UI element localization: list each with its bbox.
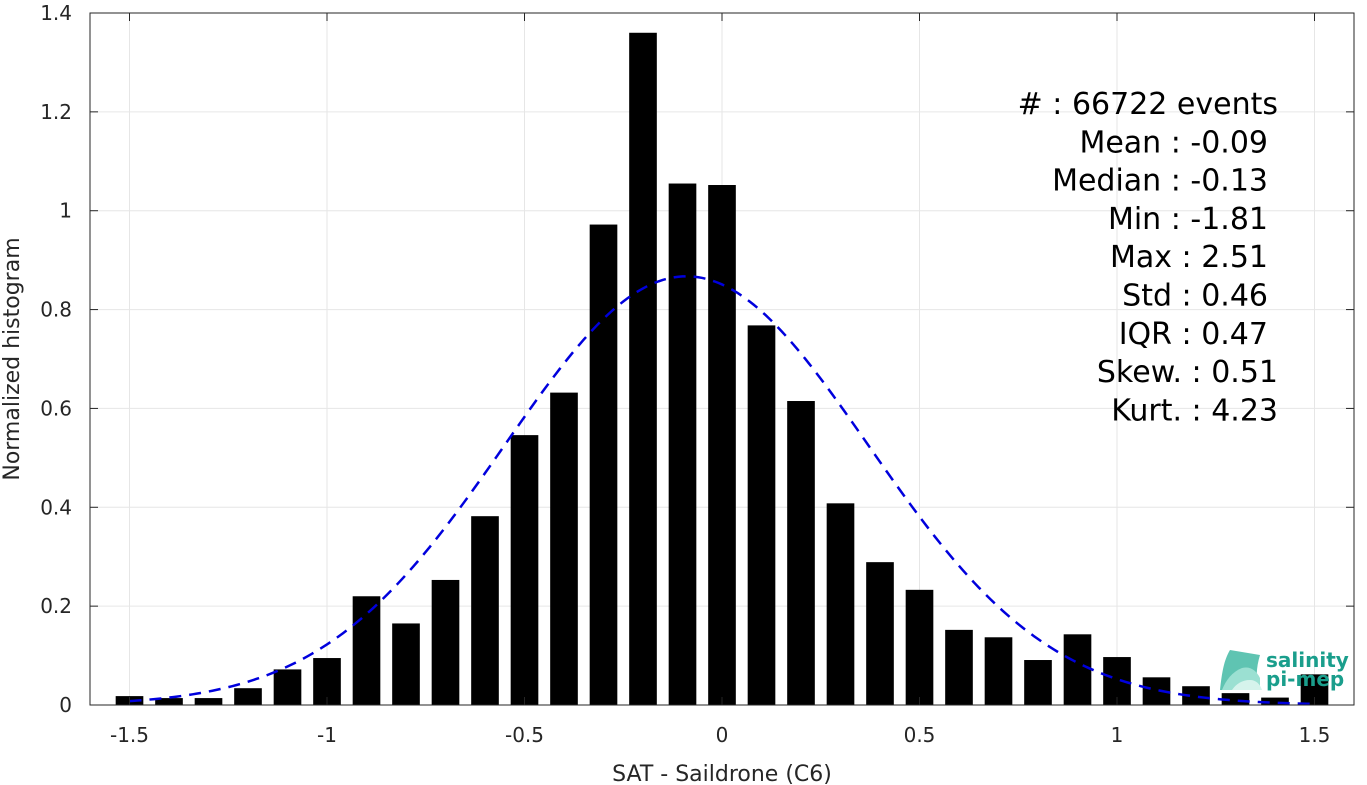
stat-line: Min : -1.81 <box>1108 202 1268 237</box>
x-axis-label: SAT - Saildrone (C6) <box>612 762 832 785</box>
ticks <box>90 12 1354 706</box>
histogram-bar <box>787 401 815 705</box>
logo-line2: pi-mep <box>1266 667 1344 691</box>
histogram-bar <box>984 637 1013 705</box>
stat-line: Std : 0.46 <box>1122 279 1268 314</box>
x-tick-label: 0.5 <box>904 723 936 747</box>
histogram-bar <box>194 698 223 705</box>
histogram-bar <box>352 596 381 705</box>
histogram-bar <box>1063 634 1092 705</box>
histogram-bar <box>629 32 657 706</box>
histogram-bar <box>234 688 262 705</box>
y-tick-label: 1 <box>59 199 72 223</box>
x-tick-label: 1 <box>1111 723 1124 747</box>
wave-icon <box>1220 650 1262 690</box>
stat-line: # : 66722 events <box>1018 87 1278 122</box>
stat-line: Kurt. : 4.23 <box>1111 393 1278 428</box>
histogram-bar <box>510 435 539 705</box>
y-tick-labels: 0 0.2 0.4 0.6 0.8 1 1.2 1.4 <box>40 1 72 717</box>
histogram-bar <box>945 629 973 705</box>
x-tick-label: -1.5 <box>110 723 149 747</box>
histogram-bar <box>866 562 894 705</box>
salinity-pimep-logo: salinity pi-mep <box>1220 648 1349 691</box>
stat-line: IQR : 0.47 <box>1119 317 1268 352</box>
histogram-bar <box>1182 686 1210 705</box>
y-tick-label: 0.8 <box>40 298 72 322</box>
y-tick-label: 0.4 <box>40 495 72 519</box>
x-tick-label: -0.5 <box>505 723 544 747</box>
stat-line: Mean : -0.09 <box>1079 125 1268 160</box>
histogram-bar <box>1261 697 1289 705</box>
x-tick-label: 1.5 <box>1299 723 1331 747</box>
histogram-bar <box>826 503 855 705</box>
histogram-bar <box>747 325 776 705</box>
histogram-bar <box>155 698 183 705</box>
y-axis-label: Normalized histogram <box>0 237 25 480</box>
histogram-bar <box>905 589 934 705</box>
bars <box>115 32 1329 706</box>
histogram-bar <box>550 392 578 705</box>
logo-line1: salinity <box>1266 648 1349 672</box>
histogram-bar <box>668 183 697 705</box>
histogram-bar <box>589 224 618 705</box>
histogram-bar <box>1221 693 1250 705</box>
histogram-bar <box>708 185 736 706</box>
x-tick-label: 0 <box>716 723 729 747</box>
y-tick-label: 0.6 <box>40 396 72 420</box>
histogram-bar <box>273 669 302 705</box>
x-tick-labels: -1.5 -1 -0.5 0 0.5 1 1.5 <box>110 723 1330 747</box>
y-tick-label: 1.4 <box>40 1 72 25</box>
x-tick-label: -1 <box>317 723 337 747</box>
histogram-bar <box>392 623 420 705</box>
stat-line: Median : -0.13 <box>1052 164 1268 199</box>
histogram-bar <box>1024 660 1052 705</box>
stat-line: Max : 2.51 <box>1110 240 1268 275</box>
histogram-bar <box>431 579 460 705</box>
y-tick-label: 0 <box>59 693 72 717</box>
stat-line: Skew. : 0.51 <box>1097 355 1278 390</box>
gaussian-fit-curve <box>129 275 1315 706</box>
y-tick-label: 0.2 <box>40 594 72 618</box>
y-tick-label: 1.2 <box>40 100 72 124</box>
histogram-bar <box>471 516 499 705</box>
